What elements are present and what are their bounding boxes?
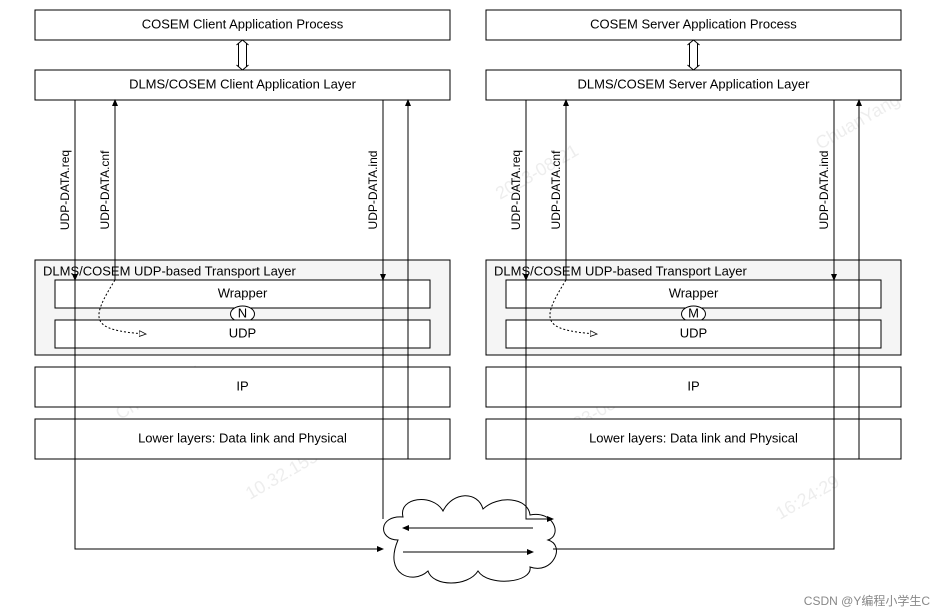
server-wrapper-label: Wrapper: [669, 285, 719, 300]
server-lower-label: Lower layers: Data link and Physical: [589, 430, 798, 445]
server-udp-label: UDP: [680, 325, 707, 340]
watermark: 16:24:29: [772, 471, 843, 523]
client-double-arrow: [237, 40, 249, 70]
client-wrapper-label: Wrapper: [218, 285, 268, 300]
network-cloud: [384, 496, 557, 583]
client-ip-label: IP: [236, 378, 248, 393]
server-badge-label: M: [688, 305, 699, 320]
server-applayer-label: DLMS/COSEM Server Application Layer: [578, 76, 811, 91]
client-ind-label: UDP-DATA.ind: [366, 151, 380, 230]
client-cnf-label: UDP-DATA.cnf: [98, 150, 112, 230]
client-transport-title: DLMS/COSEM UDP-based Transport Layer: [43, 263, 297, 278]
credit-text: CSDN @Y编程小学生C: [804, 593, 931, 608]
server-req-label: UDP-DATA.req: [509, 150, 523, 230]
server-double-arrow: [688, 40, 700, 70]
client-badge-label: N: [238, 305, 247, 320]
client-process-label: COSEM Client Application Process: [142, 16, 344, 31]
client-lower-label: Lower layers: Data link and Physical: [138, 430, 347, 445]
server-ind-label: UDP-DATA.ind: [817, 151, 831, 230]
watermark: 2023-08-21: [492, 140, 582, 203]
client-req-label: UDP-DATA.req: [58, 150, 72, 230]
server-transport-title: DLMS/COSEM UDP-based Transport Layer: [494, 263, 748, 278]
server-ip-label: IP: [687, 378, 699, 393]
server-cnf-label: UDP-DATA.cnf: [549, 150, 563, 230]
client-applayer-label: DLMS/COSEM Client Application Layer: [129, 76, 357, 91]
client-udp-label: UDP: [229, 325, 256, 340]
server-process-label: COSEM Server Application Process: [590, 16, 797, 31]
